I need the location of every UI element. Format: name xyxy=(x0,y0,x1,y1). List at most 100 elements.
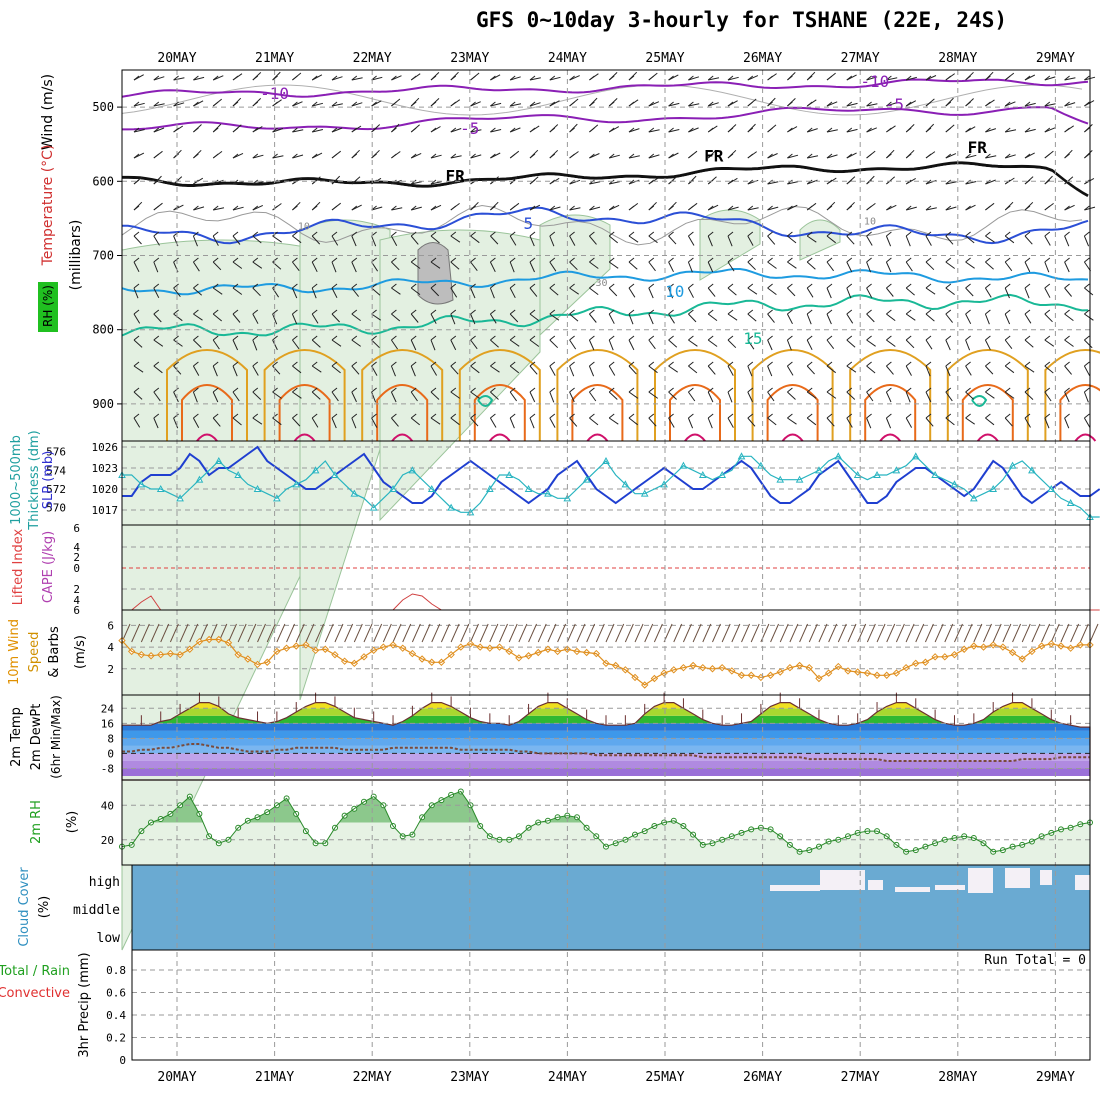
wind-barb-flag xyxy=(707,413,714,419)
wind-barb-flag xyxy=(153,75,160,81)
wind-barb xyxy=(292,154,304,159)
wind-barb-flag xyxy=(1004,361,1011,367)
wind-barb xyxy=(925,261,935,271)
wind-barb-flag xyxy=(886,309,892,315)
wind-barb xyxy=(1084,313,1094,321)
wind-barb-flag xyxy=(846,153,853,159)
wind-barb xyxy=(628,287,636,298)
wind-barb-flag xyxy=(1044,127,1051,133)
wind-barb-flag xyxy=(212,231,219,237)
wind-barb-flag xyxy=(628,309,635,315)
wind-barb-flag xyxy=(133,413,140,419)
wind-barb xyxy=(1044,391,1052,402)
wind-barb-flag xyxy=(133,335,140,341)
wind-barb xyxy=(391,417,399,427)
wind-barb-flag xyxy=(331,387,338,393)
wind-barb-flag xyxy=(985,309,991,315)
wind-barb xyxy=(608,365,616,376)
wind10m-barb xyxy=(373,623,383,643)
wind-barb-flag xyxy=(806,75,813,81)
isotherm-25 xyxy=(864,384,917,441)
wind-barb-flag xyxy=(727,361,734,367)
wind-barb-flag xyxy=(133,387,140,393)
isotherm-30 xyxy=(1074,433,1097,442)
wind-barb-flag xyxy=(608,309,615,315)
wind-barb-flag xyxy=(371,179,377,185)
wind-barb-flag xyxy=(925,335,932,341)
wind-barb-flag xyxy=(509,101,516,107)
wind-barb xyxy=(292,235,302,244)
cape-tick-label: 0 xyxy=(73,562,80,575)
wind-barb xyxy=(153,103,165,107)
x-tick-label-top: 29MAY xyxy=(1036,51,1075,66)
wind-barb-flag xyxy=(1044,231,1051,237)
wind-barb-flag xyxy=(905,335,912,341)
wind-barb-flag xyxy=(252,309,259,315)
wind-barb xyxy=(747,287,758,295)
wind-barb-flag xyxy=(193,179,199,185)
wind-barb-flag xyxy=(232,387,239,393)
wind-barb-flag xyxy=(866,335,872,341)
wind-barb xyxy=(133,339,143,348)
wind-barb-flag xyxy=(450,153,457,159)
wind-barb xyxy=(371,391,377,403)
wind-barb-flag xyxy=(945,153,952,159)
wind-barb xyxy=(410,417,421,426)
wind-barb-flag xyxy=(529,413,536,419)
wind-barb xyxy=(965,261,975,269)
wind-barb-flag xyxy=(925,205,932,211)
temp2m-axis-label: 2m Temp xyxy=(9,707,24,767)
wind-barb-flag xyxy=(1084,231,1090,237)
wind-barb xyxy=(371,235,377,247)
wind-barb-flag xyxy=(252,101,259,107)
wind-barb-flag xyxy=(747,335,754,341)
wind-barb xyxy=(173,391,179,403)
wind-barb xyxy=(173,102,185,107)
wind-barb-flag xyxy=(1064,335,1070,341)
wind-barb xyxy=(193,76,205,81)
temp-band xyxy=(122,693,1090,701)
wind-barb xyxy=(687,235,695,246)
wind-barb xyxy=(450,261,460,270)
wind-barb xyxy=(589,181,601,185)
wind-barb xyxy=(866,127,877,133)
wind-barb-flag xyxy=(1004,309,1011,315)
wind-barb-flag xyxy=(252,335,259,341)
wind-barb-flag xyxy=(589,413,595,419)
wind-barb-flag xyxy=(153,179,160,185)
wind-barb-flag xyxy=(351,231,358,237)
wind-barb-flag xyxy=(628,257,635,263)
wind-barb-flag xyxy=(569,257,575,263)
wind-barb xyxy=(470,339,478,350)
wind-barb-flag xyxy=(252,283,259,289)
wind-barb-flag xyxy=(826,309,833,315)
wind-barb xyxy=(1024,261,1031,273)
wind-barb-flag xyxy=(945,205,952,211)
wind-barb xyxy=(1024,391,1034,400)
wind-barb xyxy=(826,101,838,107)
wind-barb xyxy=(688,76,700,81)
wind-barb-flag xyxy=(589,335,595,341)
wind-barb xyxy=(529,365,538,375)
wind-barb-flag xyxy=(133,283,140,289)
wind-barb xyxy=(806,313,812,325)
wind-barb-flag xyxy=(727,387,734,393)
cape-tick-label: 2 xyxy=(73,551,80,564)
wind-barb-flag xyxy=(470,127,476,133)
wind-barb xyxy=(886,313,896,322)
wind-barb-flag xyxy=(1004,387,1011,393)
wind-barb xyxy=(608,391,618,400)
wind-barb xyxy=(707,339,718,347)
wind-barb-flag xyxy=(232,205,239,211)
wind-barb xyxy=(311,287,317,299)
wind-barb-flag xyxy=(965,153,971,159)
wind-barb xyxy=(846,391,856,400)
wind-barb-flag xyxy=(727,179,734,185)
wind10m-barb xyxy=(702,623,712,643)
wind-barb-flag xyxy=(193,413,199,419)
millibars-axis-label: (millibars) xyxy=(68,220,84,291)
wind-barb-flag xyxy=(1004,283,1011,289)
wind-barb-flag xyxy=(985,257,991,263)
wind-barb-flag xyxy=(351,413,358,419)
wind-barb xyxy=(212,391,219,403)
